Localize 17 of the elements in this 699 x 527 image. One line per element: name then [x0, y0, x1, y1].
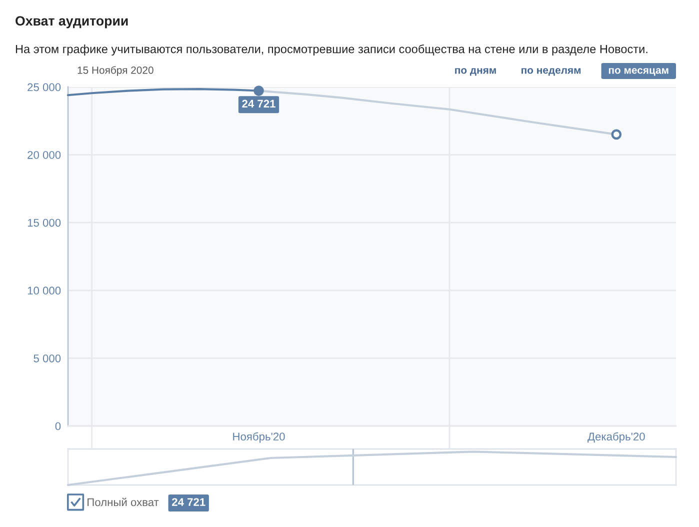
y-tick-label: 5 000: [34, 354, 61, 362]
y-tick-label: 0: [55, 422, 61, 430]
x-tick-label: Ноябрь'20: [233, 432, 285, 443]
y-tick-label: 10 000: [28, 286, 61, 295]
y-tick-label: 15 000: [28, 218, 61, 227]
legend-label: Полный охват: [88, 498, 159, 506]
text: 15 Ноября 2020: [78, 66, 154, 76]
y-tick-label: 25 000: [28, 83, 61, 92]
chart-title: Охват аудитории: [16, 16, 128, 28]
text: по дням: [455, 68, 496, 76]
y-tick-label: 20 000: [28, 151, 61, 159]
chart-subtitle: На этом графике учитываются пользователи, просмотревшие записи сообщества на стене или в разделе Новости.: [16, 44, 648, 56]
text: по месяцам: [608, 68, 668, 76]
text: 24 721: [172, 498, 206, 506]
x-tick-label: Декабрь'20: [588, 432, 645, 443]
data-label: 24 721: [242, 100, 276, 108]
text: по неделям: [522, 68, 581, 76]
